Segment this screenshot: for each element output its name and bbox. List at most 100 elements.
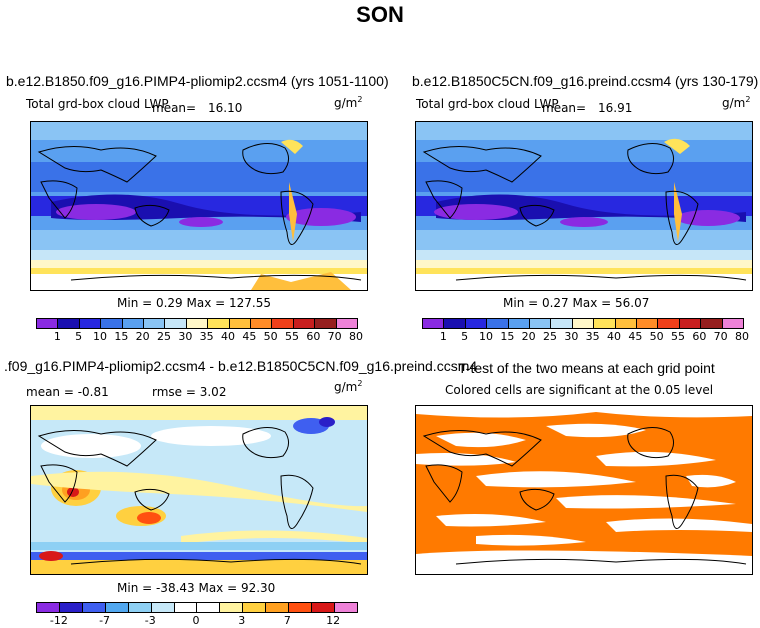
colorbar-swatch xyxy=(572,319,595,328)
colorbar-top-left xyxy=(36,318,358,329)
minmax-top-left: Min = 0.29 Max = 127.55 xyxy=(117,296,271,310)
colorbar-swatch xyxy=(251,319,273,328)
colorbar-swatch xyxy=(701,319,723,328)
units-top-right: g/m2 xyxy=(722,95,751,110)
colorbar-tick-label: 35 xyxy=(585,330,600,343)
colorbar-tick-label: 5 xyxy=(75,330,83,343)
colorbar-tick-label: 20 xyxy=(135,330,150,343)
colorbar-tick-label: 15 xyxy=(114,330,129,343)
colorbar-swatch xyxy=(615,319,638,328)
colorbar-tick-label: 15 xyxy=(500,330,515,343)
colorbar-tick-label: -7 xyxy=(99,614,111,627)
colorbar-swatch xyxy=(289,603,313,612)
mean-label-top-left: mean= xyxy=(152,101,197,115)
colorbar-swatch xyxy=(679,319,702,328)
colorbar-tick-label: 1 xyxy=(439,330,447,343)
colorbar-swatch xyxy=(79,319,102,328)
colorbar-swatch xyxy=(423,319,445,328)
colorbar-swatch xyxy=(101,319,123,328)
colorbar-swatch xyxy=(530,319,552,328)
colorbar-tick-label: 20 xyxy=(521,330,536,343)
page-title: SON xyxy=(356,2,404,27)
colorbar-tick-label: 45 xyxy=(628,330,643,343)
colorbar-tick-label: -3 xyxy=(144,614,156,627)
map-top-left xyxy=(30,121,368,291)
map-bottom-left xyxy=(30,405,368,575)
colorbar-swatch xyxy=(82,603,106,612)
colorbar-swatch xyxy=(444,319,466,328)
units-top-left: g/m2 xyxy=(334,95,363,110)
mean-label-top-right: mean= xyxy=(542,101,587,115)
ttest-subtitle: Colored cells are significant at the 0.0… xyxy=(445,383,714,397)
colorbar-tick-label: 30 xyxy=(178,330,193,343)
colorbar-tick-label: 10 xyxy=(93,330,107,343)
colorbar-swatch xyxy=(266,603,290,612)
colorbar-bottom-left xyxy=(36,602,358,613)
colorbar-swatch xyxy=(186,319,209,328)
colorbar-swatch xyxy=(174,603,198,612)
colorbar-swatch xyxy=(722,319,744,328)
colorbar-swatch xyxy=(220,603,244,612)
colorbar-swatch xyxy=(312,603,335,612)
colorbar-tick-label: 70 xyxy=(327,330,342,343)
colorbar-tick-label: 40 xyxy=(607,330,621,343)
colorbar-tick-label: 60 xyxy=(692,330,707,343)
colorbar-tick-label: 45 xyxy=(242,330,257,343)
colorbar-swatch xyxy=(465,319,488,328)
colorbar-swatch xyxy=(334,603,357,612)
colorbar-swatch xyxy=(293,319,316,328)
field-label-top-left: Total grd-box cloud LWP xyxy=(26,97,169,111)
colorbar-tick-label: 50 xyxy=(263,330,278,343)
units-bottom-left: g/m2 xyxy=(334,379,363,394)
lwp-map-top-left xyxy=(31,122,367,290)
colorbar-tick-label: 60 xyxy=(306,330,321,343)
diff-map xyxy=(31,406,367,574)
colorbar-swatch xyxy=(336,319,358,328)
colorbar-swatch xyxy=(508,319,531,328)
colorbar-tick-label: -12 xyxy=(49,614,68,627)
minmax-bottom-left: Min = -38.43 Max = 92.30 xyxy=(117,581,276,595)
case-title-bottom-left: .f09_g16.PIMP4-pliomip2.ccsm4 - b.e12.B1… xyxy=(4,358,478,374)
diff-mean: mean = -0.81 xyxy=(26,385,109,399)
colorbar-tick-label: 10 xyxy=(479,330,493,343)
colorbar-tick-label: 55 xyxy=(285,330,299,343)
colorbar-swatch xyxy=(551,319,573,328)
colorbar-tick-label: 40 xyxy=(221,330,235,343)
colorbar-tick-label: 25 xyxy=(157,330,171,343)
colorbar-tick-label: 7 xyxy=(283,614,291,627)
colorbar-swatch xyxy=(165,319,187,328)
colorbar-tick-label: 55 xyxy=(671,330,685,343)
minmax-top-right: Min = 0.27 Max = 56.07 xyxy=(503,296,650,310)
colorbar-swatch xyxy=(151,603,175,612)
field-label-top-right: Total grd-box cloud LWP xyxy=(416,97,559,111)
colorbar-swatch xyxy=(229,319,252,328)
ttest-map xyxy=(416,406,752,574)
case-title-top-left: b.e12.B1850.f09_g16.PIMP4-pliomip2.ccsm4… xyxy=(6,73,389,89)
lwp-map-top-right xyxy=(416,122,752,290)
colorbar-swatch xyxy=(58,319,80,328)
colorbar-swatch xyxy=(105,603,129,612)
colorbar-swatch xyxy=(128,603,152,612)
colorbar-swatch xyxy=(637,319,659,328)
colorbar-tick-label: 12 xyxy=(326,614,341,627)
mean-value-top-left: 16.10 xyxy=(208,101,243,115)
colorbar-tick-label: 70 xyxy=(713,330,728,343)
colorbar-swatch xyxy=(37,603,60,612)
colorbar-swatch xyxy=(59,603,83,612)
colorbar-swatch xyxy=(315,319,337,328)
colorbar-swatch xyxy=(122,319,145,328)
colorbar-tick-label: 0 xyxy=(192,614,200,627)
colorbar-swatch xyxy=(272,319,294,328)
diff-rmse: rmse = 3.02 xyxy=(152,385,227,399)
mean-value-top-right: 16.91 xyxy=(598,101,633,115)
colorbar-swatch xyxy=(658,319,680,328)
case-title-top-right: b.e12.B1850C5CN.f09_g16.preind.ccsm4 (yr… xyxy=(412,73,759,89)
colorbar-swatch xyxy=(487,319,509,328)
colorbar-tick-label: 1 xyxy=(53,330,61,343)
colorbar-tick-label: 50 xyxy=(649,330,664,343)
colorbar-tick-label: 30 xyxy=(564,330,579,343)
ttest-title: T-test of the two means at each grid poi… xyxy=(458,360,715,376)
colorbar-tick-label: 5 xyxy=(461,330,469,343)
colorbar-tick-label: 35 xyxy=(199,330,214,343)
colorbar-tick-label: 3 xyxy=(238,614,246,627)
